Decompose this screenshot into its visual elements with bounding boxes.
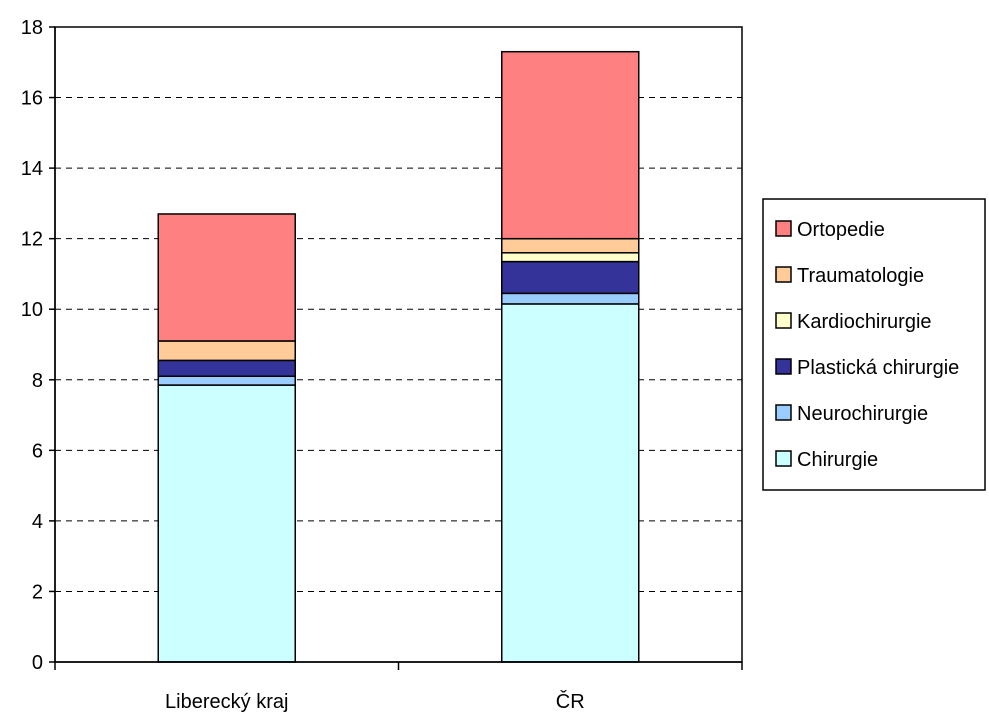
legend-box — [762, 198, 986, 491]
bar-segment-plastick-chirurgie-0 — [157, 359, 296, 377]
y-tick-label: 12 — [21, 229, 43, 251]
legend-swatch — [775, 220, 792, 237]
legend-label: Chirurgie — [797, 449, 878, 471]
legend-swatch — [775, 266, 792, 283]
legend-label: Plastická chirurgie — [797, 357, 959, 379]
legend-label: Ortopedie — [797, 219, 885, 241]
bar-segment-neurochirurgie-1 — [501, 292, 640, 305]
bar-segment-traumatologie-0 — [157, 340, 296, 362]
y-tick-label: 8 — [32, 370, 43, 392]
y-tick-label: 16 — [21, 88, 43, 110]
legend-label: Kardiochirurgie — [797, 311, 932, 333]
bar-segment-ortopedie-0 — [157, 213, 296, 342]
bars — [157, 50, 640, 663]
bar-segment-plastick-chirurgie-1 — [501, 260, 640, 295]
x-axis-ticks: Liberecký kraj ČR — [54, 662, 743, 713]
y-tick-label: 2 — [32, 581, 43, 603]
bar-segment-chirurgie-0 — [157, 384, 296, 663]
y-axis-ticks: 0 2 4 6 8 10 12 14 16 18 — [21, 17, 55, 674]
bar-segment-chirurgie-1 — [501, 303, 640, 663]
y-tick-label: 18 — [21, 17, 43, 39]
y-tick-label: 0 — [32, 652, 43, 674]
bar-segment-kardiochirurgie-1 — [501, 252, 640, 263]
y-tick-label: 4 — [32, 511, 43, 533]
x-category-label: ČR — [556, 690, 585, 713]
legend-swatch — [775, 358, 792, 375]
legend: Ortopedie Traumatologie Kardiochirurgie Pla… — [762, 198, 986, 491]
legend-label: Neurochirurgie — [797, 403, 928, 425]
legend-swatch — [775, 312, 792, 329]
legend-label: Traumatologie — [797, 265, 924, 287]
y-tick-label: 10 — [21, 299, 43, 321]
bar-segment-traumatologie-1 — [501, 237, 640, 254]
legend-swatch — [775, 450, 792, 467]
y-tick-label: 6 — [32, 440, 43, 462]
bar-segment-ortopedie-1 — [501, 50, 640, 240]
x-category-label: Liberecký kraj — [165, 691, 288, 713]
bar-segment-neurochirurgie-0 — [157, 375, 296, 386]
y-tick-label: 14 — [21, 158, 43, 180]
legend-swatch — [775, 404, 792, 421]
